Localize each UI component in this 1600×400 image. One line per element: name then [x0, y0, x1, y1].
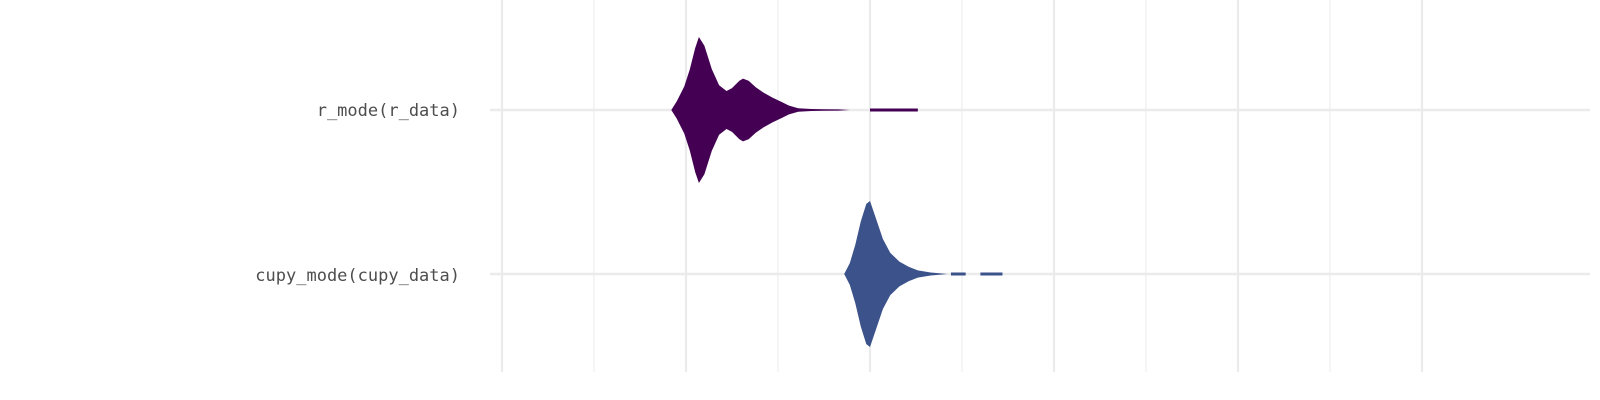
violin-cupy-mode [844, 201, 948, 347]
y-tick-label-r-mode: r_mode(r_data) [317, 101, 460, 121]
violin-cupy-mode-tail-2 [980, 272, 1003, 276]
violin-r-mode [671, 37, 850, 183]
y-axis-labels: r_mode(r_data) cupy_mode(cupy_data) [255, 101, 460, 286]
y-tick-label-cupy-mode: cupy_mode(cupy_data) [255, 266, 460, 286]
violin-r-mode-tail [870, 108, 918, 112]
violin-layer [671, 37, 1003, 347]
violin-cupy-mode-tail [950, 272, 966, 276]
grid-layer [490, 0, 1590, 372]
